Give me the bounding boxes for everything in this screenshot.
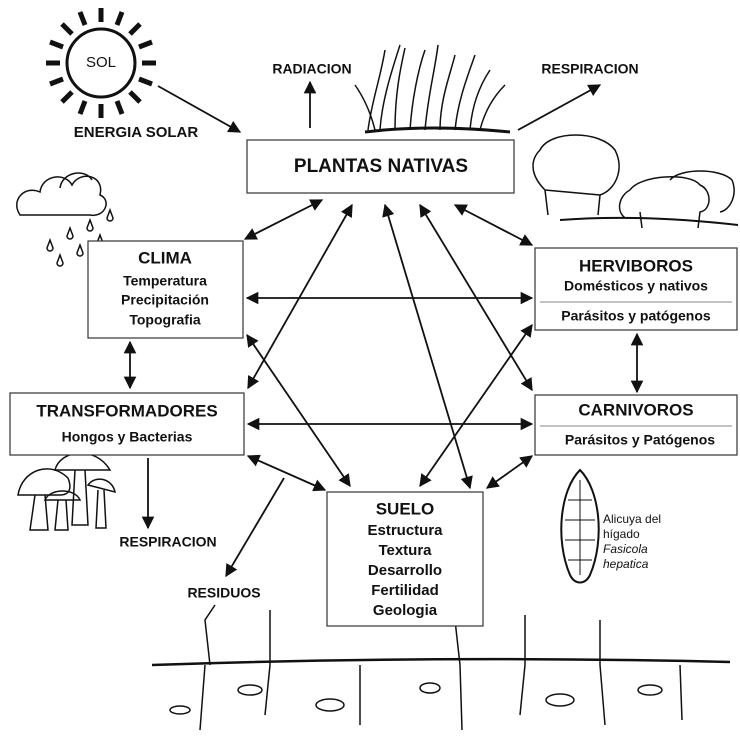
box-line: Precipitación (121, 292, 209, 308)
box-title: TRANSFORMADORES (36, 401, 217, 420)
box-title: PLANTAS NATIVAS (294, 156, 468, 177)
box-line: Fertilidad (371, 582, 439, 599)
box-line: Estructura (367, 522, 443, 539)
parasite-icon (561, 470, 598, 583)
diagram: SOL ENERGIA SOLAR RADIACION RESPIRACION … (0, 0, 740, 738)
parasite-caption: Alicuya del (603, 512, 661, 526)
respiration-label: RESPIRACION (541, 61, 638, 77)
residues-label: RESIDUOS (187, 585, 260, 601)
box-title: CLIMA (138, 248, 192, 267)
box-line: Domésticos y nativos (564, 278, 708, 294)
box-line: Hongos y Bacterias (62, 429, 193, 445)
box-line: Parásitos y Patógenos (565, 432, 715, 448)
box-line: Temperatura (123, 273, 207, 289)
solar-energy-label: ENERGIA SOLAR (74, 124, 199, 141)
fungi-icon (18, 453, 115, 530)
box-line: Parásitos y patógenos (561, 308, 711, 324)
box-line: Topografia (129, 312, 201, 328)
parasite-species: Fasicola (603, 542, 648, 556)
grass-icon (355, 45, 510, 132)
box-line: Textura (378, 542, 432, 559)
parasite-species: hepatica (603, 557, 649, 571)
radiation-label: RADIACION (272, 61, 351, 77)
sun-label: SOL (86, 54, 116, 71)
box-title: HERVIBOROS (579, 256, 693, 275)
herbivore-icon (533, 135, 738, 228)
box-line: Desarrollo (368, 562, 442, 579)
parasite-caption: hígado (603, 527, 640, 541)
respiration-label: RESPIRACION (119, 534, 216, 550)
box-line: Geologia (373, 602, 438, 619)
box-title: CARNIVOROS (578, 400, 693, 419)
box-title: SUELO (376, 499, 435, 518)
